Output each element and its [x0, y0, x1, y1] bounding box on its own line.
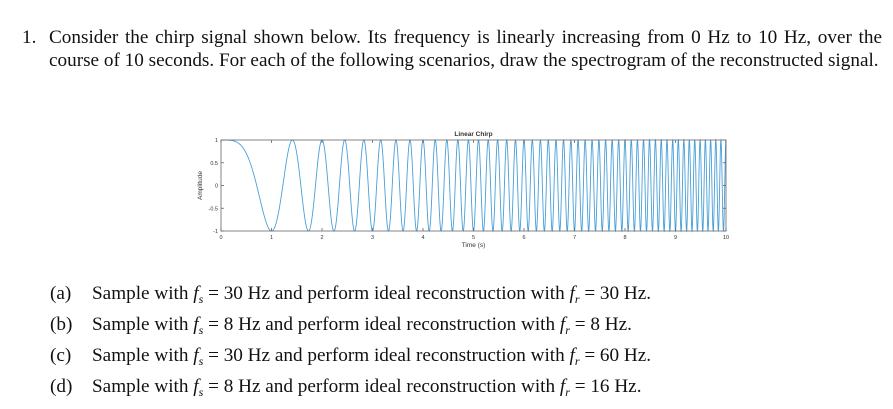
subpart-label: (c) — [50, 345, 72, 366]
x-tick-label: 2 — [320, 235, 323, 241]
fr-value: = 30 Hz. — [579, 283, 652, 304]
chirp-figure: 0 1 2 3 4 5 6 7 8 9 10 1 0.5 0 -0.5 -1 Linear Chirp Time … — [160, 120, 740, 260]
y-tick-label: 0.5 — [210, 161, 218, 167]
y-tick-label: -1 — [213, 229, 218, 235]
fs-value: = 8 Hz and perform ideal reconstruction … — [203, 314, 560, 335]
subpart-text: Sample with — [92, 345, 194, 366]
fr-symbol: f — [559, 314, 566, 335]
problem-statement: 1. Consider the chirp signal shown below… — [22, 27, 882, 72]
chirp-line — [221, 138, 727, 233]
chart-title: Linear Chirp — [454, 131, 492, 138]
x-axis-label: Time (s) — [462, 242, 486, 249]
x-tick-label: 10 — [723, 235, 729, 241]
x-tick-label: 6 — [522, 235, 525, 241]
problem-number: 1. — [22, 27, 37, 48]
fs-subscript: s — [198, 323, 204, 337]
fr-symbol: f — [569, 283, 575, 304]
x-tick-label: 1 — [270, 235, 273, 241]
fr-symbol: f — [559, 376, 566, 397]
fr-value: = 16 Hz. — [569, 376, 642, 397]
subpart-text: Sample with — [92, 283, 194, 304]
subpart-text: Sample with — [92, 314, 194, 335]
x-tick-label: 5 — [472, 235, 475, 241]
fs-symbol: f — [193, 283, 199, 304]
y-tick-label: 0 — [215, 184, 218, 190]
fs-subscript: s — [198, 385, 204, 399]
x-tick-label: 3 — [371, 235, 374, 241]
subpart-text: Sample with — [92, 376, 194, 397]
fr-value: = 60 Hz. — [579, 345, 652, 366]
chirp-plot: 0 1 2 3 4 5 6 7 8 9 10 1 0.5 0 -0.5 -1 Linear Chirp Time … — [197, 131, 729, 249]
y-tick-label: 1 — [215, 138, 218, 144]
x-tick-label: 9 — [674, 235, 677, 241]
fs-subscript: s — [198, 354, 204, 368]
subpart-label: (d) — [50, 376, 73, 397]
subpart-label: (b) — [50, 314, 73, 335]
fs-symbol: f — [193, 376, 199, 397]
fr-subscript: r — [565, 385, 570, 399]
subpart-c: (c) Sample with fs = 30 Hz and perform id… — [50, 345, 652, 368]
fr-value: = 8 Hz. — [569, 314, 632, 335]
problem-text: Consider the chirp signal shown below. I… — [49, 27, 882, 71]
fs-symbol: f — [193, 314, 199, 335]
subpart-d: (d) Sample with fs = 8 Hz and perform ide… — [50, 376, 642, 399]
x-tick-label: 4 — [421, 235, 424, 241]
fr-subscript: r — [574, 292, 580, 306]
fs-symbol: f — [193, 345, 199, 366]
fr-symbol: f — [569, 345, 575, 366]
fs-value: = 30 Hz and perform ideal reconstruction… — [203, 283, 570, 304]
fs-value: = 8 Hz and perform ideal reconstruction … — [203, 376, 560, 397]
subpart-b: (b) Sample with fs = 8 Hz and perform ide… — [50, 314, 632, 337]
subpart-a: (a) Sample with fs = 30 Hz and perform id… — [50, 283, 652, 306]
fr-subscript: r — [574, 354, 580, 368]
fs-subscript: s — [198, 292, 204, 306]
x-tick-label: 7 — [573, 235, 576, 241]
x-tick-label: 8 — [623, 235, 626, 241]
fs-value: = 30 Hz and perform ideal reconstruction… — [203, 345, 570, 366]
y-tick-label: -0.5 — [209, 206, 218, 212]
fr-subscript: r — [565, 323, 570, 337]
x-tick-label: 0 — [219, 235, 222, 241]
subpart-label: (a) — [50, 283, 72, 304]
y-axis-label: Amplitude — [197, 171, 204, 200]
